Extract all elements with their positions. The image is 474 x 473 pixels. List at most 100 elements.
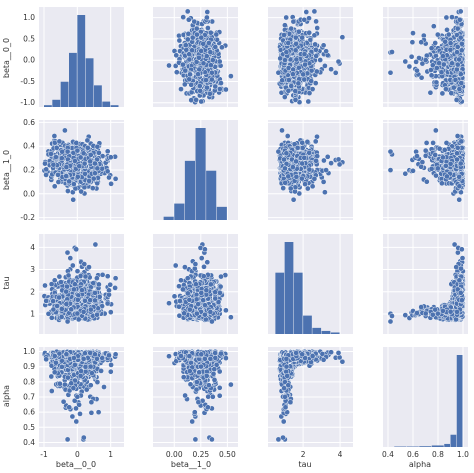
scatter-point bbox=[64, 148, 71, 155]
scatter-point bbox=[313, 18, 319, 25]
scatter-point bbox=[313, 53, 320, 59]
scatter-point bbox=[428, 67, 434, 73]
y-tick-label: 0.5 bbox=[23, 34, 35, 43]
scatter-point bbox=[301, 51, 308, 58]
scatter-point bbox=[275, 69, 282, 76]
scatter-point bbox=[433, 65, 440, 71]
scatter-point bbox=[182, 42, 189, 49]
scatter-point bbox=[66, 178, 73, 185]
scatter-point bbox=[196, 54, 202, 61]
scatter-point bbox=[439, 90, 446, 97]
y-tick-label: 0.4 bbox=[23, 142, 35, 151]
histogram-bar bbox=[184, 160, 195, 220]
scatter-point bbox=[314, 133, 320, 140]
scatter-point bbox=[322, 63, 328, 69]
scatter-point bbox=[208, 76, 215, 83]
scatter-point bbox=[428, 72, 435, 79]
scatter-point bbox=[422, 57, 429, 63]
scatter-point bbox=[186, 76, 193, 83]
scatter-point bbox=[56, 138, 63, 145]
scatter-point bbox=[427, 89, 434, 96]
scatter-point bbox=[219, 44, 225, 51]
histogram-bar bbox=[85, 58, 94, 107]
scatter-point bbox=[59, 148, 66, 155]
scatter-point bbox=[457, 8, 464, 15]
y-tick-label: -0.2 bbox=[20, 213, 35, 222]
scatter-point bbox=[43, 172, 49, 178]
scatter-point bbox=[189, 47, 195, 54]
scatter-point bbox=[432, 40, 439, 46]
scatter-point bbox=[204, 84, 210, 91]
y-tick-label: -0.5 bbox=[20, 77, 35, 86]
scatter-point bbox=[283, 49, 290, 56]
scatter-point bbox=[281, 32, 287, 38]
scatter-point bbox=[87, 152, 94, 158]
scatter-point bbox=[434, 31, 441, 38]
scatter-point bbox=[301, 16, 308, 23]
scatter-point bbox=[285, 87, 292, 94]
scatter-point bbox=[203, 77, 209, 83]
scatter-point bbox=[290, 18, 297, 25]
scatter-point bbox=[440, 53, 446, 59]
scatter-point bbox=[302, 61, 308, 68]
scatter-point bbox=[185, 16, 192, 23]
scatter-point bbox=[305, 98, 312, 105]
scatter-point bbox=[213, 31, 220, 38]
scatter-point bbox=[53, 154, 59, 160]
scatter-point bbox=[184, 36, 191, 43]
scatter-point bbox=[209, 57, 216, 63]
y-tick-label: 1.0 bbox=[23, 13, 35, 22]
scatter-point bbox=[43, 166, 50, 173]
scatter-point bbox=[389, 49, 395, 55]
scatter-point bbox=[178, 86, 184, 92]
scatter-point bbox=[204, 9, 211, 15]
scatter-point bbox=[459, 40, 465, 47]
scatter-point bbox=[53, 144, 60, 151]
scatter-point bbox=[323, 48, 329, 55]
scatter-point bbox=[207, 29, 214, 36]
scatter-point bbox=[457, 71, 464, 78]
histogram-bar bbox=[206, 170, 217, 220]
scatter-point bbox=[223, 86, 229, 93]
scatter-point bbox=[449, 60, 455, 67]
scatter-point bbox=[290, 71, 296, 78]
scatter-point bbox=[312, 80, 319, 86]
scatter-point bbox=[104, 148, 111, 155]
scatter-point bbox=[198, 48, 205, 54]
y-tick-label: 0.0 bbox=[23, 189, 35, 198]
panel-beta__1_0-vs-beta__1_0 bbox=[153, 120, 238, 220]
scatter-point bbox=[320, 42, 327, 49]
y-tick-label: -1.0 bbox=[20, 98, 35, 107]
scatter-point bbox=[50, 161, 57, 168]
scatter-point bbox=[209, 69, 215, 76]
scatter-point bbox=[299, 34, 306, 41]
scatter-point bbox=[290, 66, 297, 73]
scatter-point bbox=[454, 66, 460, 73]
scatter-point bbox=[196, 83, 203, 89]
scatter-point bbox=[204, 14, 210, 21]
scatter-point bbox=[206, 40, 212, 46]
scatter-point bbox=[197, 87, 204, 94]
scatter-point bbox=[70, 196, 77, 203]
y-tick-label: 0.0 bbox=[23, 56, 35, 65]
scatter-point bbox=[456, 16, 463, 23]
scatter-point bbox=[74, 173, 81, 180]
y-tick-label: 0.6 bbox=[23, 118, 35, 127]
scatter-point bbox=[217, 86, 223, 92]
scatter-point bbox=[193, 97, 199, 103]
scatter-point bbox=[186, 56, 193, 63]
scatter-point bbox=[312, 41, 318, 48]
scatter-point bbox=[90, 175, 97, 182]
scatter-point bbox=[387, 69, 394, 76]
scatter-point bbox=[194, 31, 200, 38]
scatter-point bbox=[228, 73, 234, 79]
scatter-point bbox=[74, 147, 81, 154]
scatter-point bbox=[454, 49, 460, 56]
scatter-point bbox=[191, 18, 198, 25]
scatter-point bbox=[184, 8, 191, 15]
scatter-point bbox=[72, 158, 78, 164]
histogram-bar bbox=[174, 203, 185, 220]
scatter-point bbox=[182, 67, 189, 74]
scatter-point bbox=[166, 62, 172, 69]
scatter-point bbox=[65, 188, 71, 194]
